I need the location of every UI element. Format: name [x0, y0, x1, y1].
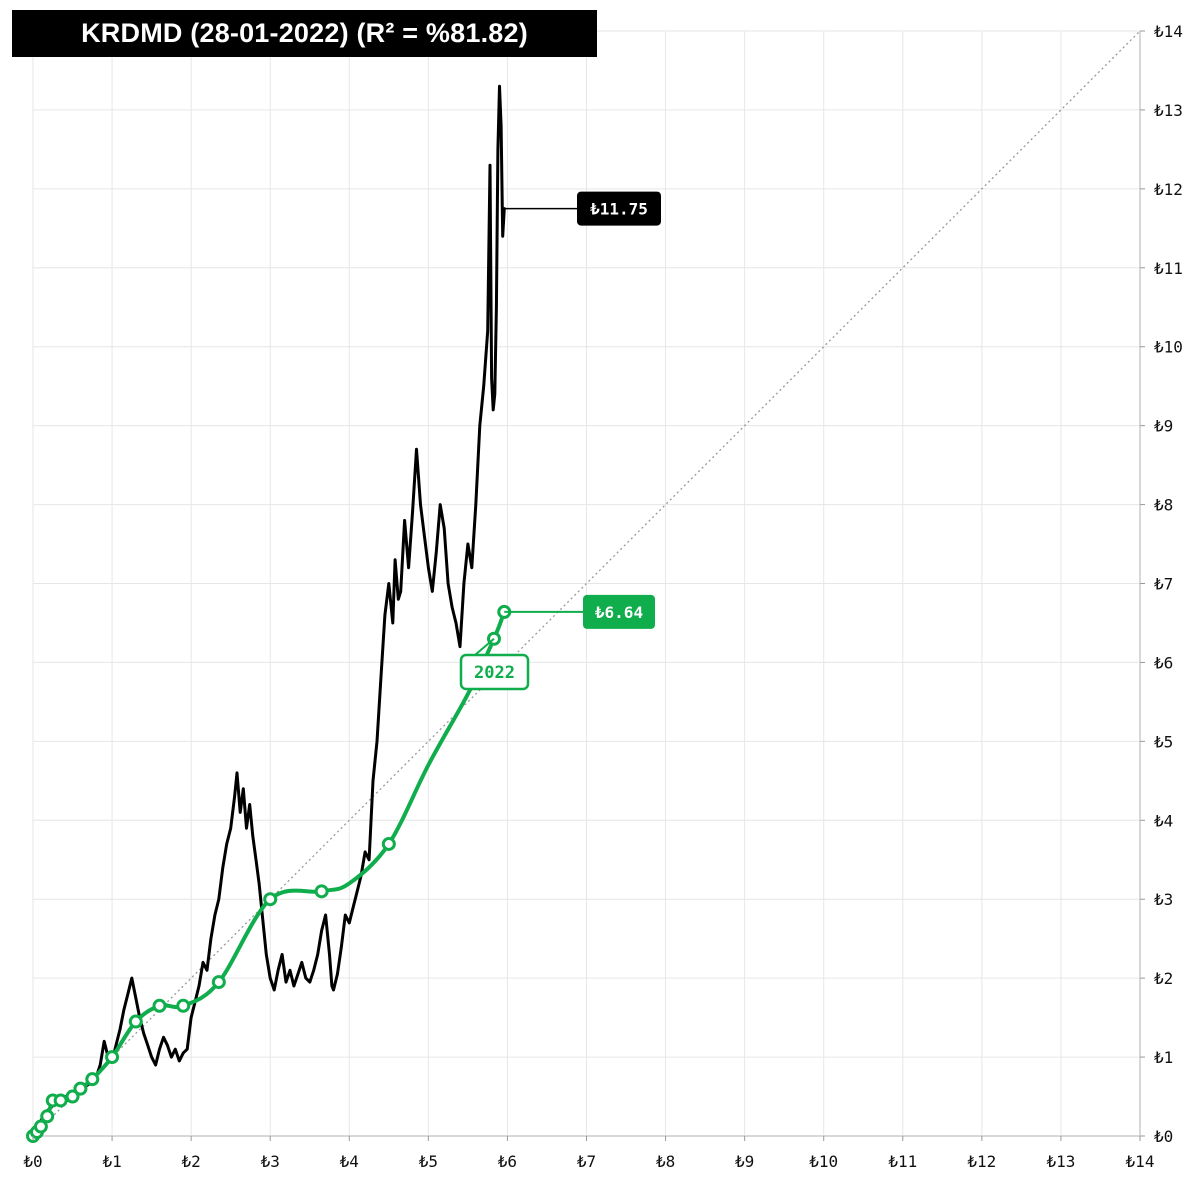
y-tick-label: ₺10 [1154, 338, 1183, 357]
year-callout-box [459, 653, 530, 691]
y-tick-label: ₺4 [1154, 811, 1173, 830]
year-callout-text: 2022 [474, 663, 515, 683]
x-tick-label: ₺13 [1046, 1152, 1075, 1171]
y-tick-label: ₺9 [1154, 417, 1173, 436]
y-tick-label: ₺1 [1154, 1048, 1173, 1067]
x-tick-label: ₺14 [1126, 1152, 1155, 1171]
x-tick-label: ₺7 [577, 1152, 596, 1171]
fair-value-marker [381, 836, 396, 851]
fair-value-marker [40, 1109, 55, 1124]
fair-value-marker [314, 884, 329, 899]
x-tick-label: ₺12 [967, 1152, 996, 1171]
chart-title: KRDMD (28-01-2022) (R² = %81.82) [12, 10, 597, 57]
y-tick-label: ₺0 [1154, 1127, 1173, 1146]
x-tick-label: ₺2 [182, 1152, 201, 1171]
y-tick-label: ₺5 [1154, 732, 1173, 751]
fair-value-marker [128, 1014, 143, 1029]
x-tick-label: ₺6 [498, 1152, 517, 1171]
diagonal-line [32, 30, 1141, 1137]
y-axis-ticks: ₺0 ₺1 ₺2 ₺3 ₺4 ₺5 ₺6 ₺7 ₺8 ₺9 ₺10 ₺11 ₺12 ₺13 ₺14 [1140, 22, 1183, 1146]
fair-label-box [583, 594, 655, 629]
diagonal-reference [32, 30, 1141, 1137]
fair-value-marker [105, 1050, 120, 1065]
annotations: ₺11.75 ₺6.64 2022 [459, 191, 661, 691]
y-tick-label: ₺7 [1154, 575, 1173, 594]
x-tick-label: ₺8 [656, 1152, 675, 1171]
x-tick-label: ₺0 [23, 1152, 42, 1171]
fair-label-text: ₺6.64 [595, 603, 643, 622]
y-tick-label: ₺2 [1154, 969, 1173, 988]
fair-value-marker [176, 998, 191, 1013]
x-tick-label: ₺3 [261, 1152, 280, 1171]
fair-value-marker [33, 1119, 48, 1134]
y-tick-label: ₺14 [1154, 22, 1183, 41]
fair-value-marker [263, 892, 278, 907]
y-tick-label: ₺8 [1154, 496, 1173, 515]
fair-value-marker [85, 1072, 100, 1087]
x-tick-label: ₺1 [102, 1152, 121, 1171]
fair-value-marker [211, 975, 226, 990]
fair-value-marker [152, 998, 167, 1013]
x-tick-label: ₺11 [888, 1152, 917, 1171]
year-callout-leader [474, 637, 495, 656]
y-tick-label: ₺11 [1154, 259, 1183, 278]
x-tick-label: ₺9 [735, 1152, 754, 1171]
fair-value-marker [53, 1093, 68, 1108]
price-label-text: ₺11.75 [590, 200, 648, 219]
x-tick-label: ₺4 [340, 1152, 359, 1171]
x-tick-label: ₺10 [809, 1152, 838, 1171]
x-tick-label: ₺5 [419, 1152, 438, 1171]
fair-value-marker [65, 1089, 80, 1104]
price-label-box [577, 191, 661, 226]
y-tick-label: ₺12 [1154, 180, 1183, 199]
y-tick-label: ₺13 [1154, 101, 1183, 120]
fair-value-marker [73, 1081, 88, 1096]
y-tick-label: ₺3 [1154, 890, 1173, 909]
x-axis-ticks: ₺0 ₺1 ₺2 ₺3 ₺4 ₺5 ₺6 ₺7 ₺8 ₺9 ₺10 ₺11 ₺12 ₺13 ₺14 [23, 1136, 1154, 1171]
y-tick-label: ₺6 [1154, 653, 1173, 672]
fair-value-series [26, 604, 512, 1143]
